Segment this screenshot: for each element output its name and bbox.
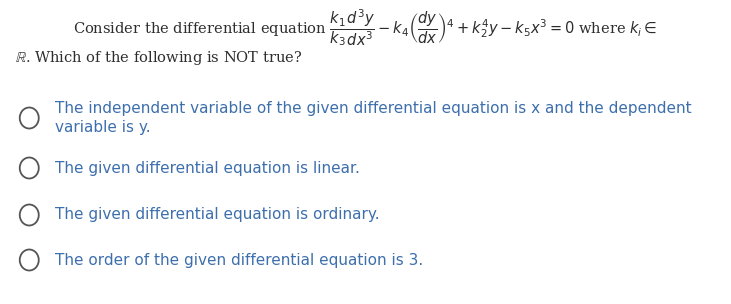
Text: The order of the given differential equation is 3.: The order of the given differential equa…	[55, 253, 423, 268]
Text: Consider the differential equation $\dfrac{k_1}{k_3}\dfrac{d^3y}{dx^3}-k_4\left(: Consider the differential equation $\dfr…	[73, 8, 658, 48]
Text: The given differential equation is ordinary.: The given differential equation is ordin…	[55, 208, 379, 223]
Text: The given differential equation is linear.: The given differential equation is linea…	[55, 161, 360, 175]
Text: $\mathbb{R}$. Which of the following is NOT true?: $\mathbb{R}$. Which of the following is …	[15, 49, 302, 67]
Text: The independent variable of the given differential equation is x and the depende: The independent variable of the given di…	[55, 101, 692, 135]
